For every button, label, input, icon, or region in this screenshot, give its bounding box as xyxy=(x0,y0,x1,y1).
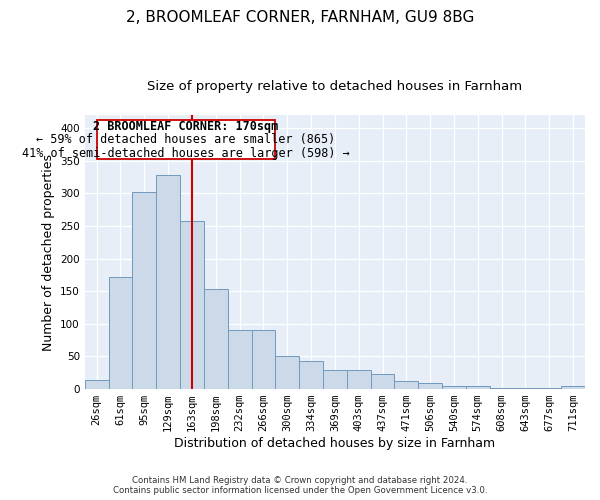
Bar xyxy=(442,386,466,389)
Title: Size of property relative to detached houses in Farnham: Size of property relative to detached ho… xyxy=(148,80,523,93)
Bar xyxy=(347,370,371,389)
Text: ← 59% of detached houses are smaller (865): ← 59% of detached houses are smaller (86… xyxy=(37,134,335,146)
Text: Contains HM Land Registry data © Crown copyright and database right 2024.
Contai: Contains HM Land Registry data © Crown c… xyxy=(113,476,487,495)
Bar xyxy=(394,382,418,389)
Bar xyxy=(85,380,109,389)
FancyBboxPatch shape xyxy=(97,120,275,160)
Bar xyxy=(275,356,299,389)
Bar xyxy=(418,382,442,389)
Bar xyxy=(323,370,347,389)
Bar xyxy=(156,175,180,389)
Bar xyxy=(490,388,514,389)
Text: 41% of semi-detached houses are larger (598) →: 41% of semi-detached houses are larger (… xyxy=(22,147,350,160)
Bar xyxy=(180,220,204,389)
Y-axis label: Number of detached properties: Number of detached properties xyxy=(41,154,55,350)
Text: 2 BROOMLEAF CORNER: 170sqm: 2 BROOMLEAF CORNER: 170sqm xyxy=(94,120,278,132)
Bar xyxy=(251,330,275,389)
Bar xyxy=(466,386,490,389)
Bar xyxy=(538,388,561,389)
Text: 2, BROOMLEAF CORNER, FARNHAM, GU9 8BG: 2, BROOMLEAF CORNER, FARNHAM, GU9 8BG xyxy=(126,10,474,25)
Bar xyxy=(109,277,133,389)
Bar xyxy=(371,374,394,389)
Bar xyxy=(133,192,156,389)
Bar xyxy=(204,289,227,389)
X-axis label: Distribution of detached houses by size in Farnham: Distribution of detached houses by size … xyxy=(175,437,496,450)
Bar xyxy=(561,386,585,389)
Bar xyxy=(227,330,251,389)
Bar xyxy=(514,388,538,389)
Bar xyxy=(299,361,323,389)
